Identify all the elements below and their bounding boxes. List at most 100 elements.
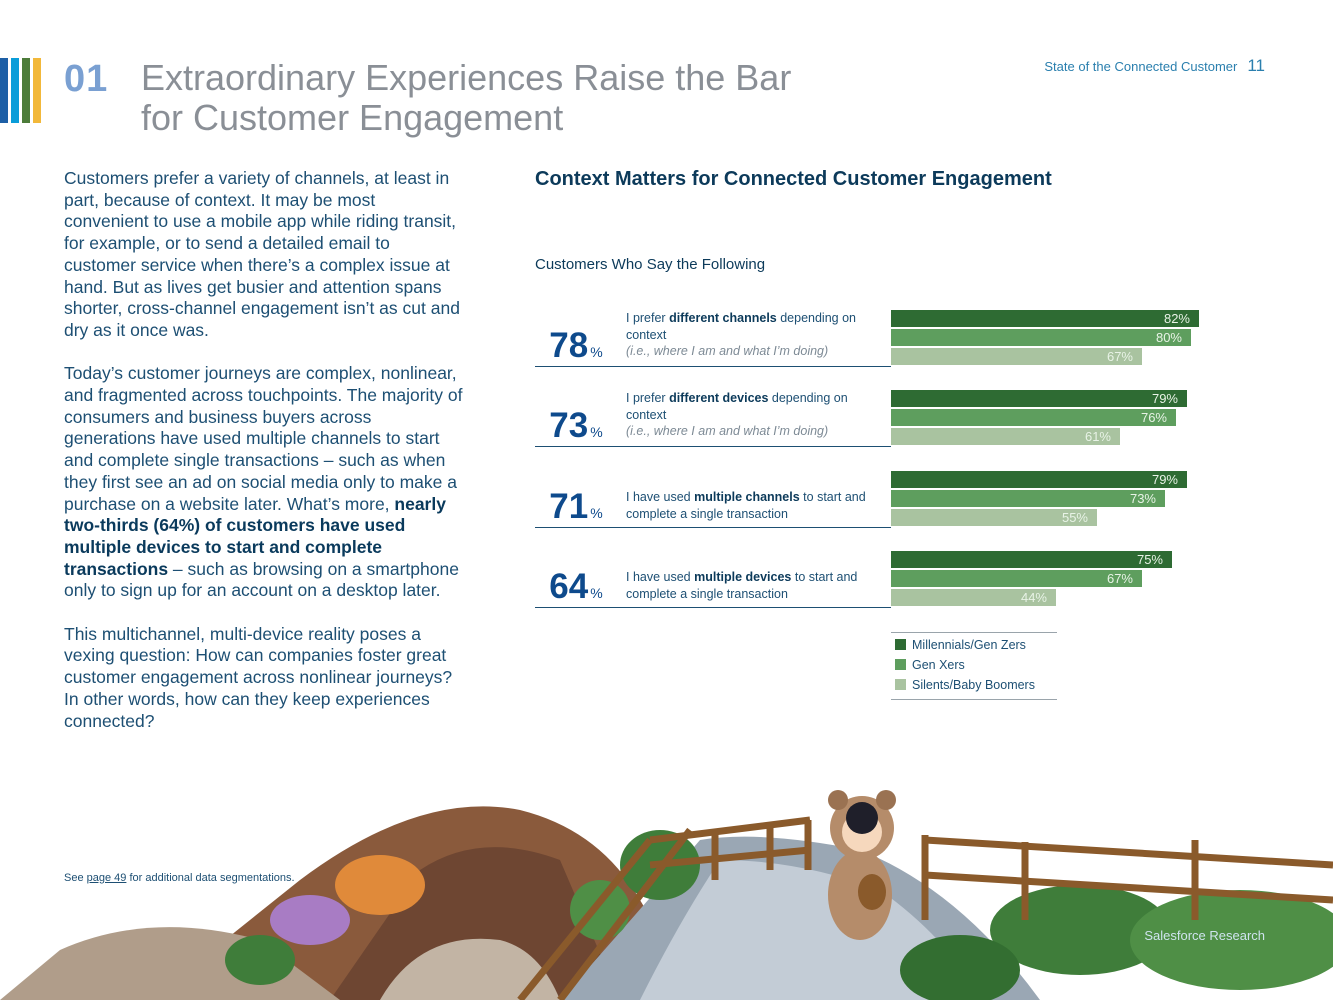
percent-sign: % (590, 505, 603, 521)
mascot-acorn (858, 874, 886, 910)
row-divider (535, 607, 891, 608)
legend-label: Silents/Baby Boomers (912, 678, 1035, 692)
bush (990, 885, 1170, 975)
statement-emphasis: different channels (669, 311, 777, 325)
statement-emphasis: multiple channels (694, 490, 800, 504)
mascot-ear (828, 790, 848, 810)
report-name: State of the Connected Customer (1044, 59, 1238, 74)
statement-text: I have used (626, 570, 695, 584)
percent-sign: % (590, 424, 603, 440)
bar: 76% (891, 409, 1176, 426)
bush (1130, 890, 1333, 990)
total-percent: 73% (535, 406, 617, 446)
mascot-ear (876, 790, 896, 810)
bush (335, 855, 425, 915)
brand-label: Salesforce Research (1144, 928, 1265, 943)
chart-row: 71% I have used multiple channels to sta… (535, 471, 1200, 531)
chart-row: 64% I have used multiple devices to star… (535, 551, 1200, 611)
page-49-link[interactable]: page 49 (86, 872, 127, 884)
mascot-character (828, 790, 896, 940)
statement: I prefer different devices depending on … (626, 390, 891, 440)
total-percent: 64% (535, 567, 617, 607)
chart-title: Context Matters for Connected Customer E… (535, 168, 1052, 190)
chart-subtitle: Customers Who Say the Following (535, 256, 766, 273)
paragraph-emphasis: nearly two-thirds (64%) of customers hav… (64, 493, 446, 579)
bush (270, 895, 350, 945)
statement-text: I prefer (626, 311, 670, 325)
chart-row: 78% I prefer different channels dependin… (535, 310, 1200, 370)
paragraph-text: Today’s customer journeys are complex, n… (64, 363, 463, 514)
statement: I prefer different channels depending on… (626, 310, 891, 360)
page-title: Extraordinary Experiences Raise the Bar … (141, 58, 841, 138)
rocks (380, 938, 560, 1000)
statement-emphasis: multiple devices (694, 570, 792, 584)
legend-item: Silents/Baby Boomers (891, 675, 1057, 695)
chart-row: 73% I prefer different devices depending… (535, 390, 1200, 450)
row-divider (535, 366, 891, 367)
total-value: 78 (549, 326, 589, 365)
fence-right (921, 835, 1333, 920)
illustration-trail-scene (0, 790, 1333, 1000)
bar: 82% (891, 310, 1199, 327)
legend-item: Millennials/Gen Zers (891, 635, 1057, 655)
bush (900, 935, 1020, 1000)
percent-sign: % (590, 585, 603, 601)
stripe (11, 58, 19, 123)
legend-swatch (895, 639, 906, 650)
statement: I have used multiple channels to start a… (626, 489, 891, 522)
page-number: 11 (1247, 56, 1265, 75)
statement-text: to start and complete a single transacti… (626, 490, 866, 521)
bar: 79% (891, 471, 1187, 488)
title-line-2: for Customer Engagement (141, 97, 564, 138)
bush (225, 935, 295, 985)
bar: 67% (891, 348, 1142, 365)
legend-item: Gen Xers (891, 655, 1057, 675)
paragraph: Customers prefer a variety of channels, … (64, 168, 460, 340)
statement-text: I have used (626, 490, 695, 504)
bar: 55% (891, 509, 1097, 526)
total-percent: 78% (535, 326, 617, 366)
bar: 75% (891, 551, 1172, 568)
legend-swatch (895, 659, 906, 670)
total-value: 64 (549, 567, 589, 606)
bar: 44% (891, 589, 1056, 606)
footnote-text: See (64, 872, 87, 884)
mascot-hair (846, 802, 878, 834)
bar: 79% (891, 390, 1187, 407)
total-percent: 71% (535, 487, 617, 527)
stripe (22, 58, 30, 123)
statement-text: to start and complete a single transacti… (626, 570, 858, 601)
statement-emphasis: different devices (669, 391, 769, 405)
statement-note: (i.e., where I am and what I’m doing) (626, 344, 829, 358)
legend-label: Gen Xers (912, 658, 965, 672)
statement-text: depending on context (626, 311, 856, 342)
statement-text: depending on context (626, 391, 848, 422)
title-line-1: Extraordinary Experiences Raise the Bar (141, 57, 792, 98)
paragraph: Today’s customer journeys are complex, n… (64, 363, 464, 602)
bar: 80% (891, 329, 1191, 346)
paragraph: This multichannel, multi-device reality … (64, 623, 453, 731)
fence-left (517, 816, 812, 1000)
row-divider (535, 527, 891, 528)
chart-legend: Millennials/Gen Zers Gen Xers Silents/Ba… (891, 632, 1057, 700)
body-text: Customers prefer a variety of channels, … (64, 168, 464, 754)
footnote: See page 49 for additional data segmenta… (64, 872, 295, 884)
percent-sign: % (590, 344, 603, 360)
bar: 67% (891, 570, 1142, 587)
path-highlight (640, 860, 980, 1000)
row-divider (535, 446, 891, 447)
stripe (33, 58, 41, 123)
total-value: 71 (549, 487, 589, 526)
bar: 73% (891, 490, 1165, 507)
bar: 61% (891, 428, 1120, 445)
statement-text: I prefer (626, 391, 670, 405)
statement-note: (i.e., where I am and what I’m doing) (626, 424, 829, 438)
accent-stripes (0, 58, 42, 123)
section-number: 01 (64, 58, 109, 100)
running-header: State of the Connected Customer 11 (1044, 56, 1265, 76)
total-value: 73 (549, 406, 589, 445)
bushes (225, 830, 1333, 1000)
legend-label: Millennials/Gen Zers (912, 638, 1026, 652)
legend-swatch (895, 679, 906, 690)
statement: I have used multiple devices to start an… (626, 569, 891, 602)
